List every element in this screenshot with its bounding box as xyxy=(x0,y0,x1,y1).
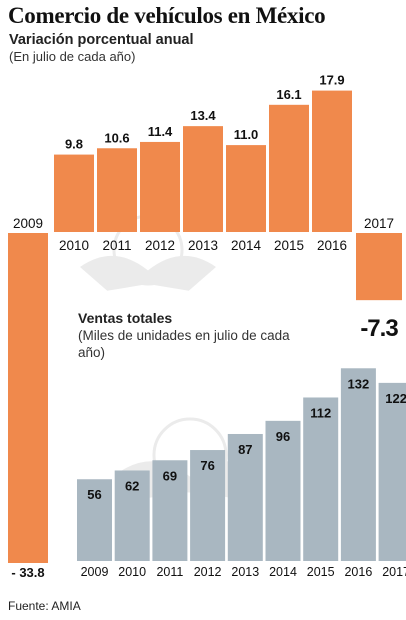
bar xyxy=(183,126,223,232)
tick-label: 2012 xyxy=(194,565,222,579)
data-label: 112 xyxy=(310,405,331,420)
variation-bar-2012: 11.4 2012 xyxy=(140,124,180,253)
variation-bar-2015: 16.1 2015 xyxy=(269,87,309,253)
variation-bar-2016: 17.9 2016 xyxy=(312,73,352,253)
data-label: 56 xyxy=(87,487,101,502)
data-label: - 33.8 xyxy=(11,565,44,580)
data-label: 122 xyxy=(385,391,406,406)
bar xyxy=(77,479,112,561)
tick-label: 2015 xyxy=(307,565,335,579)
variation-bar-2009: - 33.8 2009 xyxy=(8,216,48,580)
data-label: -7.3 xyxy=(360,315,398,342)
data-label: 16.1 xyxy=(276,87,301,102)
bar xyxy=(140,141,180,232)
bar xyxy=(8,233,48,563)
bar xyxy=(303,397,339,561)
bar xyxy=(312,90,352,232)
sales-bar-2012: 76 2012 xyxy=(190,450,226,579)
tick-label: 2011 xyxy=(156,565,183,579)
sales-bar-2010: 62 2010 xyxy=(114,470,150,579)
data-label: 9.8 xyxy=(65,137,83,152)
sales-bar-2014: 96 2014 xyxy=(265,420,301,579)
variation-bar-2010: 9.8 2010 xyxy=(54,137,94,253)
variation-bar-chart: - 33.8 2009 9.8 2010 10.6 2011 11.4 2012 13.4 201… xyxy=(8,73,402,580)
tick-label: 2011 xyxy=(102,238,131,253)
sales-bar-2011: 69 2011 xyxy=(152,460,188,579)
data-label: 87 xyxy=(238,442,252,457)
tick-label: 2014 xyxy=(231,238,262,253)
data-label: 76 xyxy=(200,458,214,473)
sales-subtitle: Ventas totales xyxy=(78,310,173,326)
sales-bar-2017: 122 2017 xyxy=(378,382,406,579)
bar xyxy=(378,382,406,561)
tick-label: 2009 xyxy=(13,216,43,231)
data-label: 10.6 xyxy=(104,130,129,145)
bar xyxy=(356,233,402,301)
tick-label: 2013 xyxy=(231,565,259,579)
tick-label: 2010 xyxy=(118,565,146,579)
sales-note: (Miles de unidades en julio de cada año) xyxy=(78,328,290,360)
tick-label: 2010 xyxy=(59,238,89,253)
variation-bar-2011: 10.6 2011 xyxy=(97,130,137,253)
variation-bar-2017: -7.3 2017 xyxy=(356,216,402,342)
bar xyxy=(227,433,263,561)
source-note: Fuente: AMIA xyxy=(8,599,81,613)
tick-label: 2009 xyxy=(81,565,109,579)
bar xyxy=(114,470,150,561)
variation-bar-2013: 13.4 2013 xyxy=(183,108,223,253)
sales-bar-2015: 112 2015 xyxy=(303,397,339,579)
variation-subtitle: Variación porcentual anual xyxy=(9,32,194,48)
bar xyxy=(54,154,94,232)
tick-label: 2017 xyxy=(382,565,406,579)
tick-label: 2015 xyxy=(274,238,304,253)
data-label: 62 xyxy=(125,478,139,493)
data-label: 132 xyxy=(348,376,370,391)
tick-label: 2014 xyxy=(269,565,297,579)
data-label: 96 xyxy=(276,429,290,444)
sales-bar-2009: 56 2009 xyxy=(77,479,112,579)
tick-label: 2017 xyxy=(364,216,394,231)
data-label: 13.4 xyxy=(190,108,216,123)
variation-note: (En julio de cada año) xyxy=(9,49,136,64)
bar xyxy=(190,450,226,561)
bar xyxy=(269,104,309,232)
data-label: 17.9 xyxy=(319,73,344,88)
variation-bar-2014: 11.0 2014 xyxy=(226,127,266,253)
bar xyxy=(340,368,376,561)
data-label: 69 xyxy=(163,468,177,483)
tick-label: 2013 xyxy=(188,238,218,253)
chart-title: Comercio de vehículos en México xyxy=(8,3,326,28)
sales-bar-2013: 87 2013 xyxy=(227,433,263,579)
sales-bar-2016: 132 2016 xyxy=(340,368,376,579)
tick-label: 2012 xyxy=(145,238,175,253)
tick-label: 2016 xyxy=(317,238,347,253)
bar xyxy=(97,148,137,232)
tick-label: 2016 xyxy=(344,565,372,579)
sales-bar-chart: 56 2009 62 2010 69 2011 76 2012 87 2013 96 2014 112 2… xyxy=(77,368,406,579)
bar xyxy=(152,460,188,561)
bar xyxy=(265,420,301,561)
bar xyxy=(226,145,266,232)
data-label: 11.0 xyxy=(234,127,259,142)
data-label: 11.4 xyxy=(148,124,173,139)
